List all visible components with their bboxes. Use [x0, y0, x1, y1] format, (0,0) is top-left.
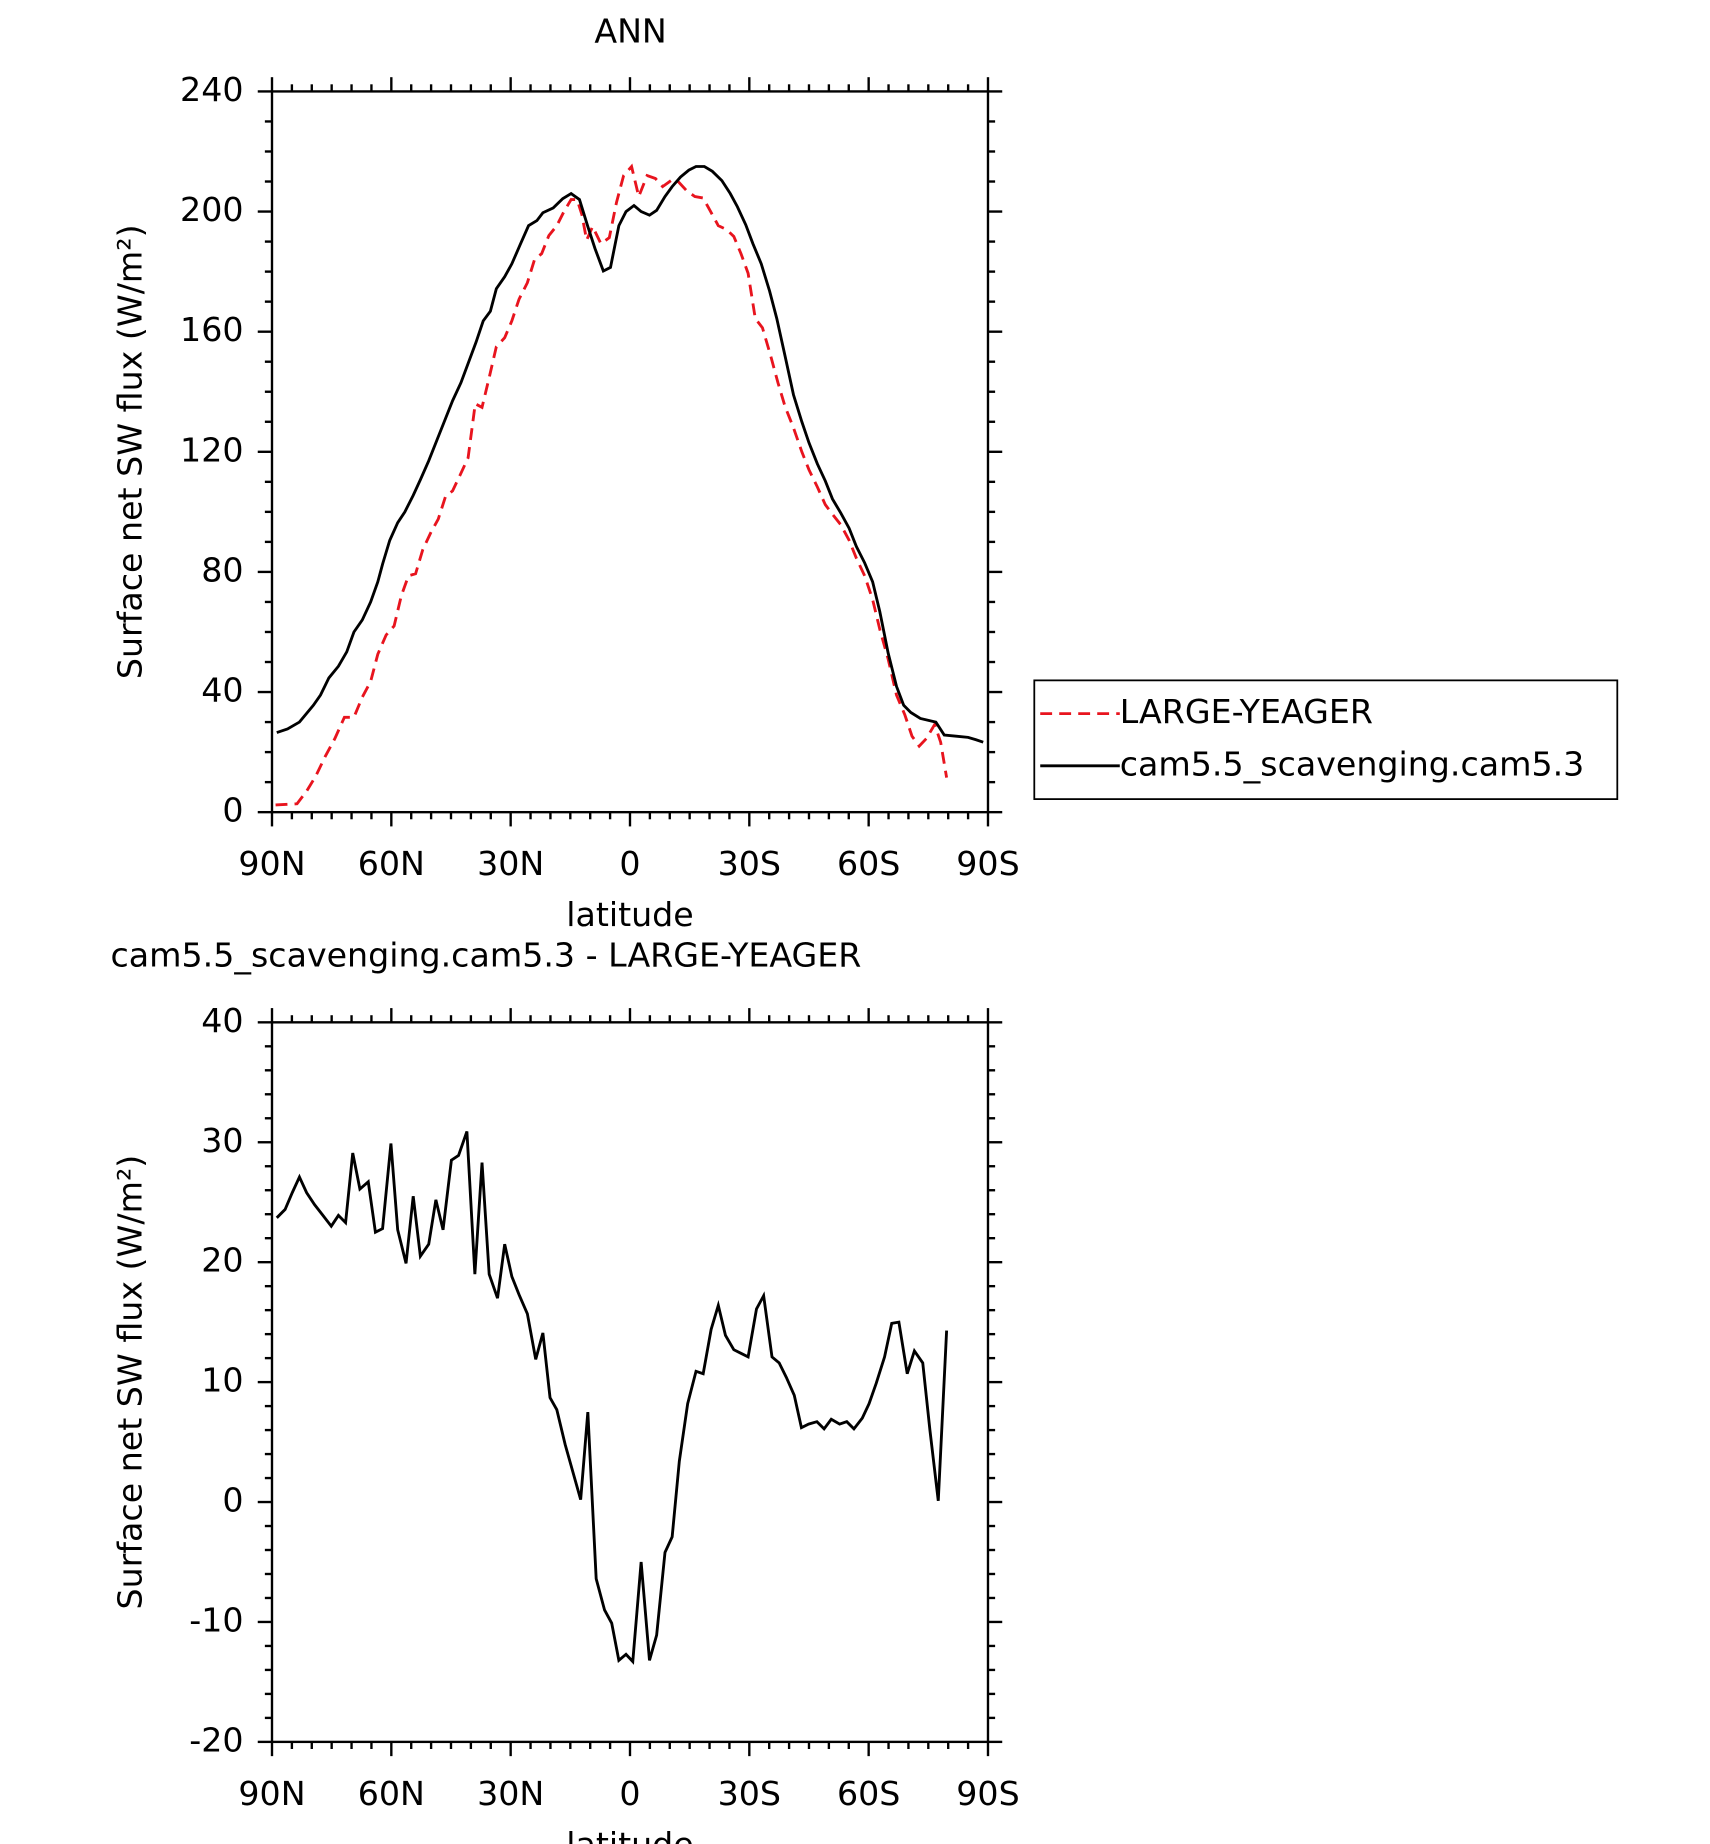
y-tick-label: 0 — [222, 791, 243, 830]
x-axis-label: latitude — [566, 1825, 694, 1844]
data-line — [276, 165, 984, 744]
chart-title: cam5.5_scavenging.cam5.3 - LARGE-YEAGER — [111, 936, 862, 975]
y-tick-label: 30 — [201, 1121, 243, 1160]
y-tick-label: 200 — [180, 190, 243, 229]
y-tick-label: 40 — [201, 1001, 243, 1040]
data-line — [275, 1130, 949, 1665]
y-tick-label: 120 — [180, 430, 243, 469]
legend-label: LARGE-YEAGER — [1120, 692, 1373, 731]
x-tick-label: 60S — [837, 1774, 900, 1813]
x-tick-label: 90N — [238, 844, 305, 883]
x-axis-label: latitude — [566, 895, 694, 934]
x-tick-label: 30N — [477, 1774, 544, 1813]
legend-label: cam5.5_scavenging.cam5.3 — [1120, 744, 1585, 783]
y-tick-label: 240 — [180, 70, 243, 109]
y-tick-label: 10 — [201, 1361, 243, 1400]
legend-box — [1033, 679, 1619, 800]
y-tick-label: 40 — [201, 671, 243, 710]
x-tick-label: 90N — [238, 1774, 305, 1813]
y-axis-label: Surface net SW flux (W/m²) — [110, 224, 149, 679]
chart-title: ANN — [594, 12, 666, 51]
x-tick-label: 0 — [619, 844, 640, 883]
x-tick-label: 60N — [358, 1774, 425, 1813]
plot-frame — [270, 1021, 990, 1744]
data-line — [275, 163, 949, 807]
y-tick-label: 80 — [201, 550, 243, 589]
x-tick-label: 30N — [477, 844, 544, 883]
plot-frame — [270, 90, 990, 814]
x-tick-label: 90S — [956, 1774, 1019, 1813]
x-tick-label: 30S — [718, 1774, 781, 1813]
y-tick-label: -10 — [189, 1600, 243, 1639]
x-tick-label: 0 — [619, 1774, 640, 1813]
x-tick-label: 60N — [358, 844, 425, 883]
x-tick-label: 90S — [956, 844, 1019, 883]
y-tick-label: -20 — [189, 1720, 243, 1759]
y-tick-label: 20 — [201, 1241, 243, 1280]
y-tick-label: 160 — [180, 310, 243, 349]
x-tick-label: 60S — [837, 844, 900, 883]
y-axis-label: Surface net SW flux (W/m²) — [110, 1155, 149, 1610]
y-tick-label: 0 — [222, 1481, 243, 1520]
x-tick-label: 30S — [718, 844, 781, 883]
